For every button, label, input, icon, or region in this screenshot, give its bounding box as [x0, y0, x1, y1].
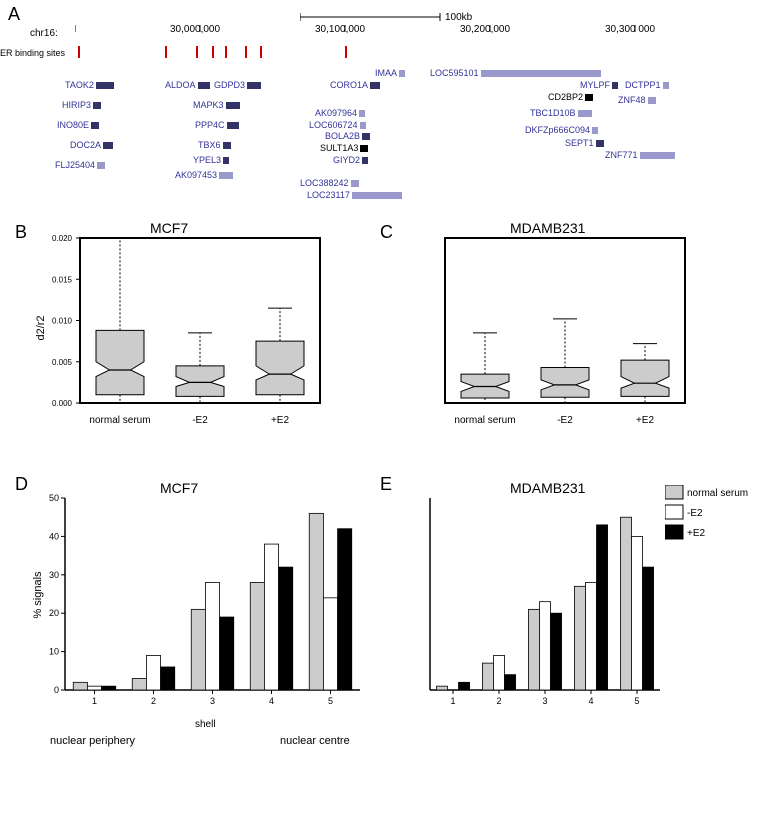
genome-axis: 30,000,000 30,100,000 30,200,000 30,300 000 [75, 25, 695, 44]
svg-text:20: 20 [49, 608, 59, 618]
gene-tbc1d10b: TBC1D10B [530, 108, 594, 118]
gene-giyd2: GIYD2 [333, 155, 370, 165]
svg-text:% signals: % signals [32, 571, 44, 619]
svg-text:30,100,000: 30,100,000 [315, 25, 365, 35]
gene-znf771: ZNF771 [605, 150, 677, 160]
gene-ino80e: INO80E [57, 120, 101, 130]
svg-text:+E2: +E2 [636, 415, 655, 426]
gene-gdpd3: GDPD3 [214, 80, 263, 90]
svg-text:-E2: -E2 [192, 415, 208, 426]
svg-text:4: 4 [588, 696, 593, 706]
gene-znf48: ZNF48 [618, 95, 658, 105]
gene-bola2b: BOLA2B [325, 131, 372, 141]
er-binding-site [212, 46, 214, 58]
panel-c-boxplot: C MDAMB231 normal serum-E2+E2 [395, 228, 730, 463]
centre-label: nuclear centre [280, 735, 350, 747]
er-binding-site [165, 46, 167, 58]
gene-hirip3: HIRIP3 [62, 100, 103, 110]
svg-text:10: 10 [49, 647, 59, 657]
gene-ak097453: AK097453 [175, 170, 235, 180]
periphery-label: nuclear periphery [50, 735, 135, 747]
gene-ppp4c: PPP4C [195, 120, 241, 130]
svg-text:0: 0 [54, 685, 59, 695]
gene-imaa: IMAA [375, 68, 407, 78]
svg-text:3: 3 [542, 696, 547, 706]
panel-a-label: A [8, 4, 20, 25]
svg-text:0.020: 0.020 [52, 234, 73, 243]
svg-text:0.015: 0.015 [52, 275, 73, 284]
svg-text:-E2: -E2 [687, 508, 703, 519]
gene-ak097964: AK097964 [315, 108, 367, 118]
panel-a-genome: A 100kb chr16: 30,000,000 30,100,000 30,20… [0, 0, 759, 210]
svg-text:30,300 000: 30,300 000 [605, 25, 655, 35]
svg-text:2: 2 [151, 696, 156, 706]
gene-loc388242: LOC388242 [300, 178, 361, 188]
gene-sept1: SEPT1 [565, 138, 606, 148]
gene-flj25404: FLJ25404 [55, 160, 107, 170]
gene-doc2a: DOC2A [70, 140, 115, 150]
gene-aldoa: ALDOA [165, 80, 212, 90]
legend: normal serum -E2 +E2 [665, 485, 759, 560]
panel-e-label: E [380, 474, 392, 495]
svg-text:0.005: 0.005 [52, 358, 73, 367]
svg-text:0.000: 0.000 [52, 399, 73, 408]
svg-text:30: 30 [49, 570, 59, 580]
chromosome-label: chr16: [30, 28, 58, 39]
svg-text:+E2: +E2 [687, 528, 706, 539]
er-binding-site [78, 46, 80, 58]
svg-text:normal serum: normal serum [454, 415, 515, 426]
svg-text:50: 50 [49, 493, 59, 503]
barchart-e-svg: 1 2 3 4 5 [395, 480, 675, 740]
svg-text:normal serum: normal serum [89, 415, 150, 426]
svg-text:-E2: -E2 [557, 415, 573, 426]
gene-dkfzp666c094: DKFZp666C094 [525, 125, 600, 135]
gene-dctpp1: DCTPP1 [625, 80, 671, 90]
scale-label: 100kb [445, 12, 473, 23]
svg-text:5: 5 [634, 696, 639, 706]
panel-b-boxplot: B MCF7 0.0000.0050.0100.0150.020d2/r2nor… [30, 228, 365, 463]
svg-text:5: 5 [328, 696, 333, 706]
gene-sult1a3: SULT1A3 [320, 143, 370, 153]
gene-loc23117: LOC23117 [307, 190, 404, 200]
er-binding-site [345, 46, 347, 58]
svg-text:d2/r2: d2/r2 [35, 315, 47, 340]
panel-c-title: MDAMB231 [510, 220, 585, 236]
gene-loc595101: LOC595101 [430, 68, 603, 78]
gene-ypel3: YPEL3 [193, 155, 231, 165]
panel-e-title: MDAMB231 [510, 480, 585, 496]
panel-b-label: B [15, 222, 27, 243]
panel-c-label: C [380, 222, 393, 243]
svg-text:40: 40 [49, 531, 59, 541]
svg-text:30,200,000: 30,200,000 [460, 25, 510, 35]
gene-cd2bp2: CD2BP2 [548, 92, 595, 102]
svg-text:2: 2 [496, 696, 501, 706]
svg-text:3: 3 [210, 696, 215, 706]
svg-text:1: 1 [92, 696, 97, 706]
svg-text:+E2: +E2 [271, 415, 290, 426]
boxplot-c-svg: normal serum -E2 +E2 [395, 228, 725, 458]
svg-text:0.010: 0.010 [52, 317, 73, 326]
panel-b-title: MCF7 [150, 220, 188, 236]
er-binding-site [245, 46, 247, 58]
er-binding-site [260, 46, 262, 58]
gene-mapk3: MAPK3 [193, 100, 242, 110]
er-binding-site [225, 46, 227, 58]
er-binding-site [196, 46, 198, 58]
panel-d-title: MCF7 [160, 480, 198, 496]
panel-d-label: D [15, 474, 28, 495]
gene-mylpf: MYLPF [580, 80, 620, 90]
shell-label: shell [195, 719, 216, 730]
barchart-d-svg: 0 10 20 30 40 50 % signals 1 2 3 4 5 [30, 480, 370, 740]
gene-taok2: TAOK2 [65, 80, 116, 90]
gene-loc606724: LOC606724 [309, 120, 368, 130]
boxplot-b-svg: 0.000 0.005 0.010 0.015 0.020 d2/r2 normal ser… [30, 228, 360, 458]
panel-d-barchart: D MCF7 01020304050% signals12345 nuclear… [30, 480, 365, 745]
er-label: ER binding sites [0, 48, 65, 58]
svg-text:4: 4 [269, 696, 274, 706]
gene-tbx6: TBX6 [198, 140, 233, 150]
svg-text:normal serum: normal serum [687, 488, 748, 499]
svg-text:1: 1 [450, 696, 455, 706]
gene-coro1a: CORO1A [330, 80, 382, 90]
svg-text:30,000,000: 30,000,000 [170, 25, 220, 35]
